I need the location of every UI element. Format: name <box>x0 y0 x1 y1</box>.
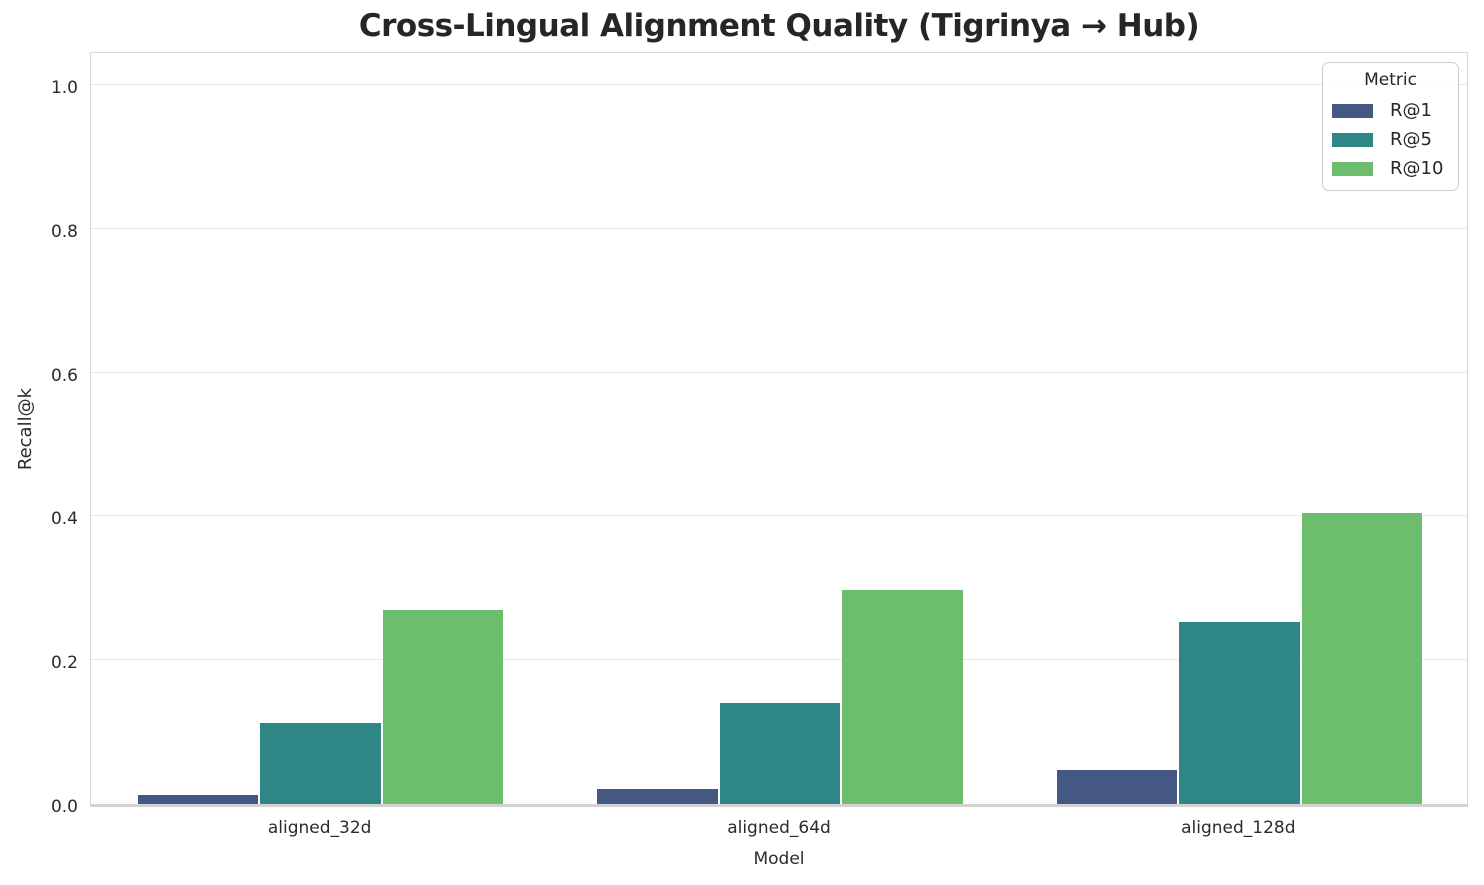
y-tick-label-0.6: 0.6 <box>50 365 78 386</box>
legend-title: Metric <box>1364 70 1417 90</box>
legend-item-r-1: R@1 <box>1323 96 1458 125</box>
y-tick-label-0.0: 0.0 <box>50 797 78 817</box>
y-tick-label-1.0: 1.0 <box>50 77 78 98</box>
x-tick-label-aligned-128d: aligned_128d <box>1181 818 1296 838</box>
legend-rows: R@1 R@5 R@10 <box>1323 96 1458 183</box>
gridline-0.8 <box>91 227 1467 229</box>
gridline-0.4 <box>91 515 1467 517</box>
x-tick-label-aligned-64d: aligned_64d <box>727 818 831 838</box>
bar-aligned-128d-r-10 <box>1301 512 1423 804</box>
plot-area <box>90 52 1468 807</box>
legend-swatch-r-5 <box>1332 132 1373 147</box>
bar-aligned-64d-r-1 <box>597 788 718 804</box>
legend-label-r-1: R@1 <box>1390 100 1432 121</box>
gridline-1.0 <box>91 83 1467 85</box>
bar-aligned-32d-r-1 <box>137 795 259 804</box>
y-tick-label-0.8: 0.8 <box>50 221 78 242</box>
y-tick-label-0.4: 0.4 <box>50 509 78 530</box>
bar-aligned-32d-r-10 <box>382 609 504 804</box>
bar-aligned-32d-r-5 <box>260 722 381 804</box>
bar-aligned-64d-r-5 <box>719 703 841 804</box>
chart-title: Cross-Lingual Alignment Quality (Tigriny… <box>358 8 1200 44</box>
x-tick-label-aligned-32d: aligned_32d <box>267 818 372 838</box>
legend-item-r-10: R@10 <box>1323 154 1458 183</box>
gridline-0.6 <box>91 371 1467 373</box>
y-axis-label-wrap: Recall@k <box>10 52 40 807</box>
legend-label-r-10: R@10 <box>1390 158 1444 179</box>
bar-aligned-128d-r-5 <box>1179 622 1300 804</box>
x-axis-label: Model <box>753 849 805 869</box>
bar-aligned-128d-r-1 <box>1056 769 1178 804</box>
bar-aligned-64d-r-10 <box>842 590 963 804</box>
gridline-0.2 <box>91 659 1467 661</box>
y-tick-label-0.2: 0.2 <box>50 653 78 674</box>
y-axis-label: Recall@k <box>14 388 36 471</box>
legend-swatch-r-10 <box>1332 161 1373 176</box>
legend: Metric R@1 R@5 R@10 <box>1322 62 1459 191</box>
legend-swatch-r-1 <box>1332 103 1373 118</box>
legend-item-r-5: R@5 <box>1323 125 1458 154</box>
legend-label-r-5: R@5 <box>1390 129 1432 150</box>
